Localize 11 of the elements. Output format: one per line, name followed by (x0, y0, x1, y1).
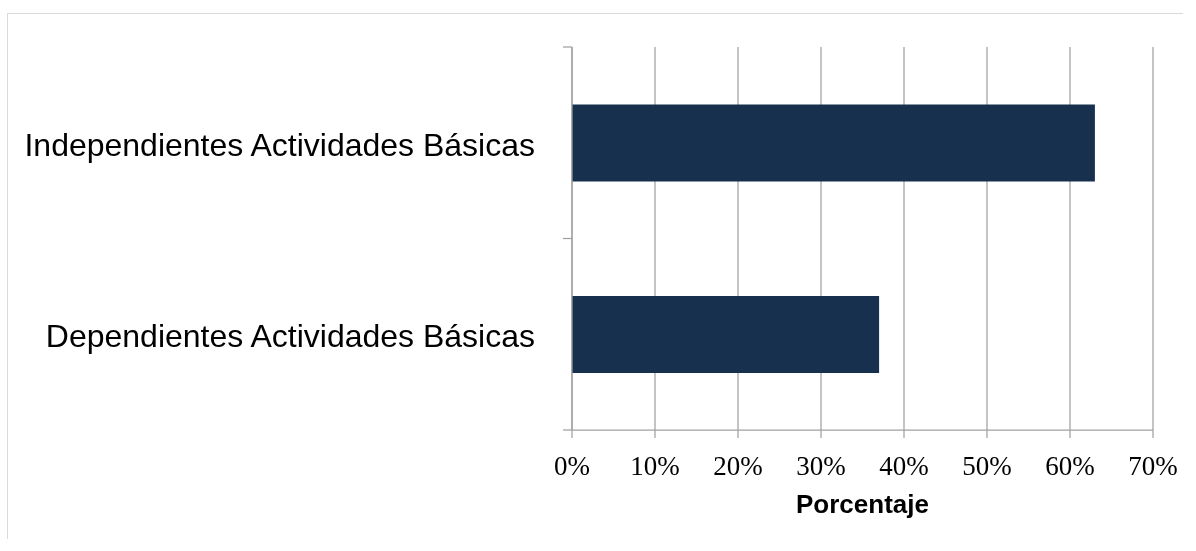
y-tick-label: Dependientes Actividades Básicas (45, 318, 535, 355)
x-tick-label: 20% (713, 451, 763, 481)
x-tick-label: 70% (1128, 451, 1178, 481)
x-tick-label: 60% (1045, 451, 1095, 481)
x-axis-title: Porcentaje (796, 489, 929, 519)
x-tick-label: 0% (554, 451, 590, 481)
x-tick-label: 30% (796, 451, 846, 481)
y-tick-label: Independientes Actividades Básicas (24, 126, 535, 163)
x-tick-label: 10% (630, 451, 680, 481)
x-tick-label: 40% (879, 451, 929, 481)
x-tick-label: 50% (962, 451, 1012, 481)
